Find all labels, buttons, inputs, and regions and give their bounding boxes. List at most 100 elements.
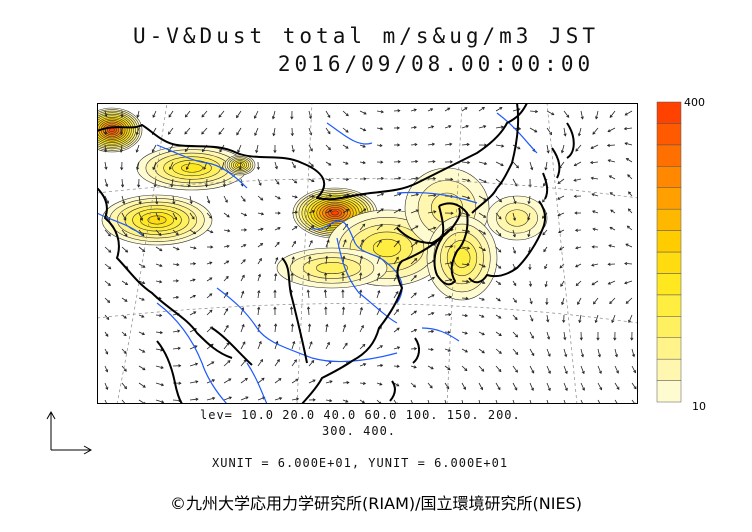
wind-vector <box>342 343 348 350</box>
wind-vector <box>291 398 299 401</box>
wind-vector <box>575 280 582 286</box>
wind-vector-head <box>363 111 367 115</box>
wind-vector-head <box>209 215 213 219</box>
wind-vector <box>223 229 230 232</box>
wind-vector-head <box>153 184 157 188</box>
wind-vector-head <box>194 345 198 349</box>
wind-vector <box>223 245 230 248</box>
wind-vector-head <box>415 193 420 197</box>
wind-vector-head <box>630 337 634 341</box>
wind-vector-head <box>218 114 222 118</box>
wind-vector-head <box>413 292 417 296</box>
wind-vector-head <box>514 183 518 187</box>
color-scale-step <box>656 187 682 210</box>
wind-vector <box>427 108 433 112</box>
wind-vector <box>627 225 633 231</box>
wind-vector <box>206 343 214 350</box>
wind-vector <box>557 212 565 216</box>
wind-vector-head <box>447 107 451 111</box>
wind-vector <box>154 178 157 187</box>
wind-vector <box>376 364 383 367</box>
wind-vector <box>359 256 363 265</box>
wind-vector <box>393 208 401 214</box>
wind-vector <box>495 229 502 236</box>
wind-vector-head <box>274 273 278 277</box>
wind-vector-head <box>530 387 534 392</box>
wind-vector-head <box>174 217 178 221</box>
wind-vector-head <box>447 330 451 334</box>
wind-vector-head <box>292 340 296 345</box>
color-scale-min-label: 10 <box>692 400 706 413</box>
wind-vector-head <box>513 299 517 303</box>
wind-vector <box>410 365 417 368</box>
wind-vector-head <box>413 347 418 351</box>
wind-vector <box>631 348 635 357</box>
wind-vector-head <box>204 184 209 188</box>
wind-vector-head <box>546 150 550 154</box>
wind-vector <box>325 224 331 231</box>
wind-vector <box>257 274 261 282</box>
wind-vector <box>529 331 534 339</box>
wind-vector <box>595 314 599 323</box>
wind-vector-head <box>308 115 312 120</box>
wind-vector-head <box>159 330 164 335</box>
wind-vector <box>529 348 535 356</box>
wind-vector-head <box>574 228 579 232</box>
wind-vector-head <box>547 370 551 374</box>
wind-vector <box>461 314 468 317</box>
wind-vector <box>308 240 313 248</box>
wind-vector-head <box>431 329 435 334</box>
wind-vector <box>427 312 434 316</box>
dust-contour <box>315 261 349 275</box>
wind-vector-head <box>448 313 452 317</box>
wind-vector-head <box>341 289 345 293</box>
wind-vector-head <box>135 149 139 153</box>
wind-vector-head <box>309 148 313 152</box>
wind-vector <box>444 125 451 129</box>
wind-vector <box>614 382 620 390</box>
wind-vector-head <box>136 114 140 119</box>
wind-vector-head <box>560 283 564 287</box>
wind-vector-head <box>379 382 383 386</box>
wind-vector <box>461 382 466 390</box>
wind-vector-head <box>607 281 611 285</box>
wind-vector-head <box>465 124 469 129</box>
wind-vector <box>189 345 198 350</box>
wind-vector-head <box>564 370 568 375</box>
wind-vector <box>561 144 565 153</box>
wind-vector <box>478 161 487 165</box>
wind-vector-head <box>141 297 145 301</box>
wind-vector <box>137 110 140 118</box>
wind-vector <box>444 348 451 352</box>
wind-vector <box>461 178 470 182</box>
wind-vector <box>274 341 278 350</box>
wind-vector-head <box>253 115 257 119</box>
wind-vector <box>359 382 366 384</box>
wind-vector-head <box>309 132 313 136</box>
wind-vector <box>542 229 548 236</box>
wind-vector <box>610 209 616 214</box>
wind-vector <box>410 109 417 112</box>
wind-vector-head <box>123 315 127 319</box>
wind-vector-head <box>592 131 596 135</box>
wind-vector-head <box>274 166 278 170</box>
wind-vector-head <box>592 227 596 231</box>
wind-vector-head <box>292 165 296 169</box>
wind-vector <box>444 314 451 316</box>
wind-vector <box>186 161 191 170</box>
wind-vector-head <box>498 216 502 220</box>
wind-vector <box>563 331 566 340</box>
wind-vector <box>495 365 502 372</box>
wind-vector <box>410 310 417 316</box>
wind-vector-head <box>415 225 419 229</box>
wind-vector-head <box>123 333 127 337</box>
wind-vector-head <box>396 327 400 331</box>
wind-vector-head <box>466 142 470 147</box>
wind-vector <box>546 348 551 357</box>
wind-vector <box>614 365 619 374</box>
wind-vector-head <box>244 228 248 232</box>
wind-vector <box>325 240 330 248</box>
wind-vector-head <box>228 378 232 382</box>
wind-vector <box>240 291 244 299</box>
wind-vector-head <box>193 246 197 250</box>
